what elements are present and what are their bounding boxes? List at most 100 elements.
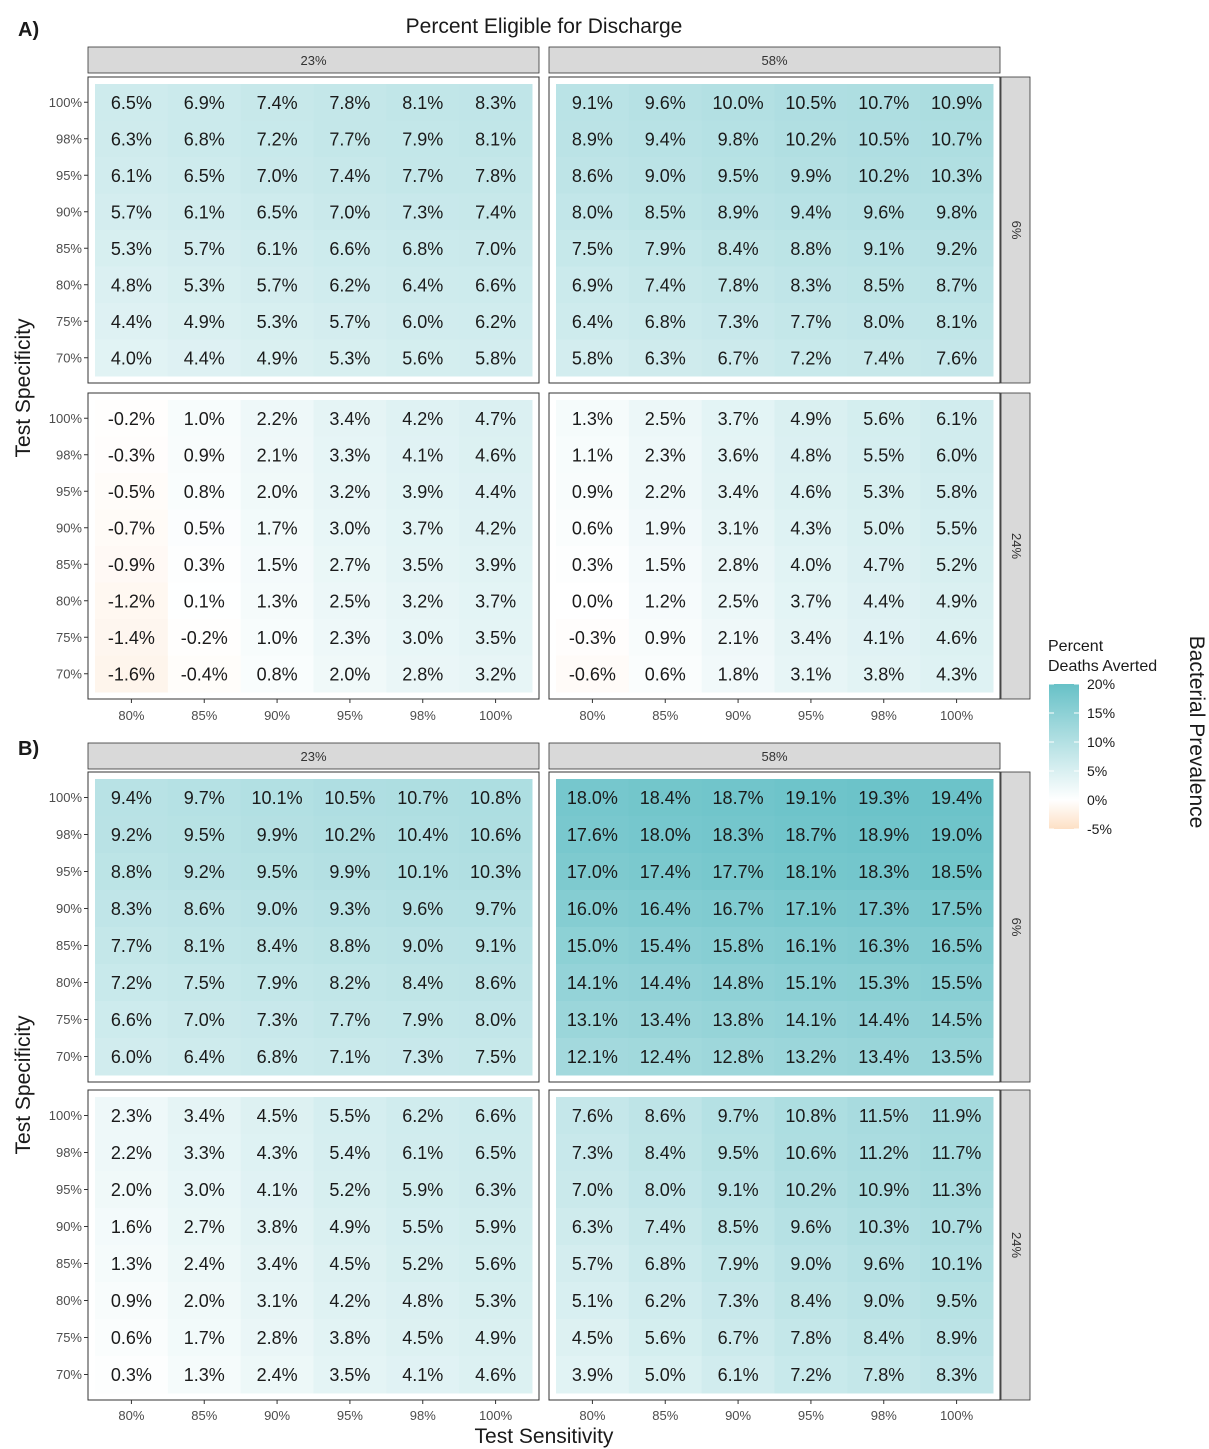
heatmap-cell (701, 230, 775, 267)
heatmap-cell (847, 1282, 921, 1320)
cell-label: 1.2% (645, 591, 686, 611)
y-tick-label: 90% (56, 520, 82, 535)
x-tick-label: 90% (264, 1408, 290, 1423)
x-tick-label: 80% (579, 1408, 605, 1423)
cell-label: 15.5% (931, 973, 982, 993)
heatmap-cell (240, 473, 314, 510)
cell-label: 5.5% (402, 1217, 443, 1237)
heatmap-cell (386, 157, 460, 194)
y-tick-label: 98% (56, 1145, 82, 1160)
y-tick-label: 85% (56, 938, 82, 953)
cell-label: 6.6% (475, 1106, 516, 1126)
cell-label: 19.1% (785, 788, 836, 808)
heatmap-cell (386, 546, 460, 583)
cell-label: -0.2% (181, 628, 228, 648)
cell-label: 6.1% (402, 1143, 443, 1163)
heatmap-cell (628, 303, 703, 340)
cell-label: 0.9% (184, 445, 225, 465)
cell-label: 4.9% (184, 312, 225, 332)
heatmap-cell (628, 582, 703, 620)
cell-label: 17.5% (931, 899, 982, 919)
heatmap-cell (774, 157, 848, 194)
cell-label: 15.0% (567, 936, 618, 956)
heatmap-cell (556, 619, 630, 656)
panels: A) 23% 58% 6% 24% 6.5% 6.9% 7.4% 7.8% 8.1% 8.3% 6.3… (18, 19, 1031, 1423)
heatmap-cell (701, 1134, 775, 1172)
heatmap-cell (847, 339, 921, 377)
cell-label: 19.3% (858, 788, 909, 808)
cell-label: 2.0% (184, 1291, 225, 1311)
heatmap-cell (240, 1097, 314, 1135)
cell-label: 11.7% (932, 1143, 982, 1163)
cell-label: 1.3% (572, 409, 613, 429)
heatmap-cell (313, 84, 387, 121)
cell-label: 8.5% (718, 1217, 759, 1237)
cell-label: 5.0% (645, 1365, 686, 1385)
facet: 1.3% 2.5% 3.7% 4.9% 5.6% 6.1% 1.1% 2.3% 3.6% 4.8%… (548, 392, 1001, 700)
cell-label: 2.0% (257, 482, 298, 502)
cell-label: 3.4% (329, 409, 370, 429)
cell-label: 12.8% (713, 1047, 764, 1067)
cell-label: 3.5% (402, 555, 443, 575)
cell-label: 3.7% (790, 591, 831, 611)
cell-label: 11.3% (932, 1180, 982, 1200)
heatmap-cell (847, 890, 921, 928)
heatmap-cell (774, 339, 848, 377)
heatmap-cell (240, 964, 314, 1002)
cell-label: 5.0% (863, 518, 904, 538)
cell-label: 3.0% (329, 518, 370, 538)
heatmap-cell (95, 400, 169, 437)
heatmap-cell (774, 816, 848, 854)
heatmap-cell (95, 890, 169, 928)
heatmap-cell (847, 582, 921, 620)
column-strip (548, 46, 1001, 74)
cell-label: 4.9% (475, 1328, 516, 1348)
x-tick-label: 95% (798, 1408, 824, 1423)
heatmap-cell (313, 927, 387, 965)
heatmap-cell (847, 509, 921, 547)
y-tick-label: 100% (49, 1108, 83, 1123)
x-tick-label: 90% (264, 708, 290, 723)
heatmap-cell (556, 303, 630, 340)
cell-label: 2.7% (184, 1217, 225, 1237)
heatmap-cell (628, 230, 703, 267)
cell-label: 6.2% (645, 1291, 686, 1311)
cell-label: 1.9% (645, 518, 686, 538)
heatmap-cell (459, 400, 533, 437)
heatmap-cell (774, 400, 848, 437)
cell-label: 3.2% (329, 482, 370, 502)
cell-label: 7.9% (402, 129, 443, 149)
heatmap-cell (701, 1038, 775, 1076)
heatmap-cell (459, 853, 533, 891)
heatmap-cell (459, 120, 533, 158)
heatmap-cell (628, 120, 703, 158)
cell-label: 2.7% (329, 555, 370, 575)
heatmap-cell (556, 853, 630, 891)
cell-label: 10.4% (397, 825, 448, 845)
cell-label: 4.4% (111, 312, 152, 332)
heatmap-cell (386, 1001, 460, 1039)
heatmap-cell (95, 1134, 169, 1172)
heatmap-cell (459, 84, 533, 121)
heatmap-cell (386, 582, 460, 620)
heatmap-cell (386, 964, 460, 1002)
cell-label: 9.6% (402, 899, 443, 919)
cell-label: 6.3% (572, 1217, 613, 1237)
heatmap-cell (386, 1282, 460, 1320)
cell-label: 4.5% (572, 1328, 613, 1348)
heatmap-cell (556, 1038, 630, 1076)
cell-label: 17.0% (567, 862, 618, 882)
heatmap-cell (628, 964, 703, 1002)
cell-label: 8.0% (572, 202, 613, 222)
cell-label: 15.4% (640, 936, 691, 956)
heatmap-cell (774, 1038, 848, 1076)
heatmap-cell (628, 890, 703, 928)
cell-label: 7.5% (184, 973, 225, 993)
heatmap-cell (920, 436, 994, 474)
x-tick-label: 80% (118, 708, 144, 723)
y-tick-label: 85% (56, 557, 82, 572)
column-strip-label: 58% (761, 749, 787, 764)
heatmap-cell (847, 400, 921, 437)
cell-label: 4.9% (329, 1217, 370, 1237)
cell-label: 9.1% (475, 936, 516, 956)
